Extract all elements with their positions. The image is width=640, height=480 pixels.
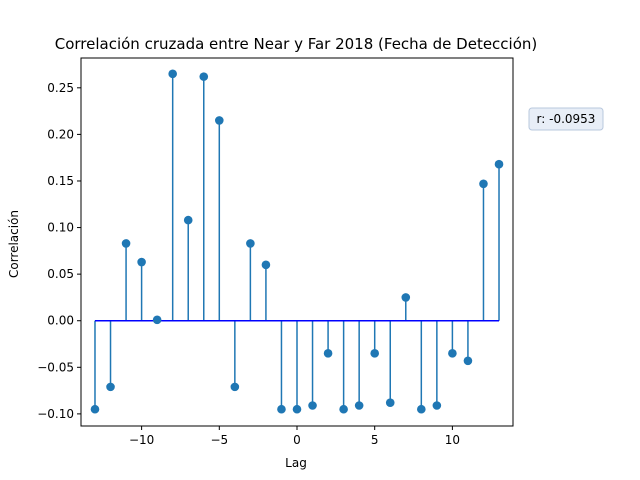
y-axis-ticks: −0.10 −0.05 0.00 0.05 0.10 0.15 0.20 0.25: [37, 81, 81, 421]
stem-marker: [370, 349, 379, 358]
y-tick-label: 0.05: [47, 267, 74, 281]
stem-marker: [199, 72, 209, 81]
stem-marker: [152, 315, 162, 325]
annotation-background: [528, 107, 604, 131]
stem-marker: [246, 239, 255, 248]
y-tick-label: 0.15: [47, 174, 74, 188]
y-tick-label: 0.25: [47, 81, 74, 95]
stem-marker: [339, 404, 348, 414]
x-tick-label: −10: [129, 433, 154, 447]
stem-marker: [168, 69, 177, 79]
y-tick-label: −0.10: [37, 407, 74, 421]
stem-marker: [417, 404, 426, 414]
stem-marker: [323, 349, 333, 358]
y-tick-label: −0.05: [37, 360, 74, 374]
y-tick-label: 0.20: [47, 127, 74, 141]
stem-marker: [137, 257, 146, 267]
x-tick-label: 10: [445, 433, 460, 447]
stem-marker: [432, 401, 442, 410]
chart-title: Correlación cruzada entre Near y Far 201…: [55, 35, 538, 53]
y-tick-label: 0.10: [47, 221, 74, 235]
stem-marker: [401, 293, 411, 302]
stem-marker: [463, 356, 473, 366]
stem-marker: [106, 382, 115, 392]
y-axis-label: Correlación: [7, 210, 21, 278]
stem-marker: [494, 159, 504, 169]
x-tick-label: −5: [210, 433, 228, 447]
stem-marker: [479, 179, 488, 189]
stem-marker: [183, 215, 193, 225]
stem-marker: [385, 398, 395, 408]
stem-marker: [308, 401, 317, 410]
stem-marker: [354, 401, 364, 410]
stem-marker: [121, 239, 131, 248]
x-axis-ticks: −10 −5 0 5 10: [129, 426, 460, 447]
stem-marker: [448, 349, 457, 358]
correlation-annotation: r: -0.0953: [537, 112, 596, 126]
annotation-box: r: -0.0953: [528, 107, 604, 131]
stem-marker: [261, 260, 271, 270]
stem-marker: [292, 404, 302, 414]
stem-marker: [230, 382, 240, 392]
y-tick-label: 0.00: [47, 314, 74, 328]
plot-area: [90, 69, 504, 414]
x-tick-label: 0: [293, 433, 301, 447]
x-tick-label: 5: [371, 433, 379, 447]
stem-marker: [90, 404, 100, 414]
stem-marker: [277, 404, 286, 414]
x-axis-label: Lag: [285, 456, 307, 470]
stem-marker: [215, 116, 224, 125]
